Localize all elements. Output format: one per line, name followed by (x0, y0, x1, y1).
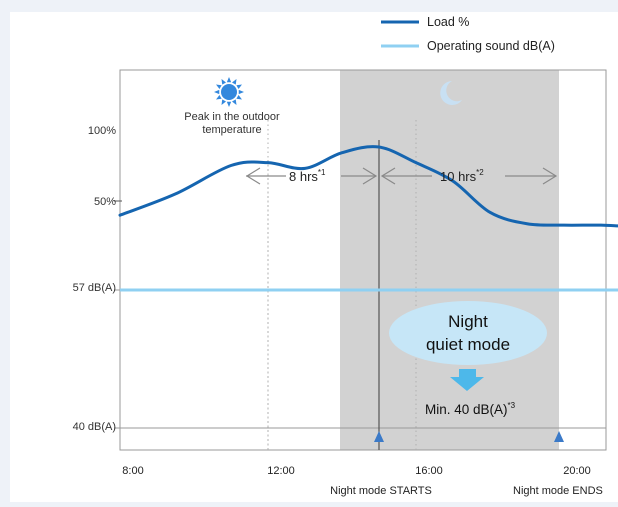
night-quiet-mode-line1: Night (448, 312, 488, 331)
y-tick-50: 50% (94, 196, 116, 208)
sun-ray (226, 77, 232, 83)
min-db-label: Min. 40 dB(A)*3 (425, 401, 516, 417)
sun-ray (231, 79, 237, 85)
sound-series-line (120, 288, 618, 430)
hrs8-note: *1 (318, 168, 326, 177)
down-arrow-icon (450, 369, 484, 391)
sun-icon (214, 77, 244, 107)
sun-ray (236, 84, 242, 90)
grid (114, 120, 606, 450)
y-tick-100: 100% (88, 125, 116, 137)
x-tick-label: 12:00 (267, 465, 295, 477)
min-db-note: *3 (507, 401, 515, 410)
night-quiet-mode-line2: quiet mode (426, 335, 510, 354)
sun-ray (236, 94, 242, 100)
night-mode-starts-label: Night mode STARTS (330, 485, 432, 497)
hrs8-text: 8 hrs (289, 169, 318, 184)
hrs8-dimension (245, 167, 378, 185)
sun-ray (221, 99, 227, 105)
legend-label-sound: Operating sound dB(A) (427, 39, 555, 53)
peak-label-line1: Peak in the outdoor (184, 111, 280, 123)
sun-ray (221, 79, 227, 85)
night-shading (340, 70, 559, 450)
x-tick-label: 16:00 (415, 465, 443, 477)
night-mode-ends-label: Night mode ENDS (513, 485, 603, 497)
legend-label-load: Load % (427, 15, 469, 29)
legend: Load % Operating sound dB(A) (381, 15, 555, 53)
moon-icon (440, 81, 462, 105)
sun-ray (216, 94, 222, 100)
x-tick-label: 20:00 (563, 465, 591, 477)
hrs8-label: 8 hrs*1 (289, 168, 326, 184)
night-quiet-mode-bubble (389, 301, 547, 365)
sun-ray (214, 89, 220, 95)
plot-frame (119, 69, 607, 451)
hrs10-label: 10 hrs*2 (440, 168, 484, 184)
sun-ray (238, 89, 244, 95)
sun-ray (216, 84, 222, 90)
hrs10-text: 10 hrs (440, 169, 477, 184)
night-end-marker-icon (554, 431, 564, 442)
hrs10-dimension (380, 167, 558, 185)
hrs10-note: *2 (476, 168, 484, 177)
peak-label-line2: temperature (202, 124, 261, 136)
y-tick-40db: 40 dB(A) (73, 421, 116, 433)
night-start-marker-icon (374, 431, 384, 442)
x-tick-label: 8:00 (122, 465, 143, 477)
sun-ray (231, 99, 237, 105)
min-db-text: Min. 40 dB(A) (425, 402, 508, 417)
load-series-line (118, 145, 618, 228)
sun-ray (226, 101, 232, 107)
y-tick-57db: 57 dB(A) (73, 282, 116, 294)
